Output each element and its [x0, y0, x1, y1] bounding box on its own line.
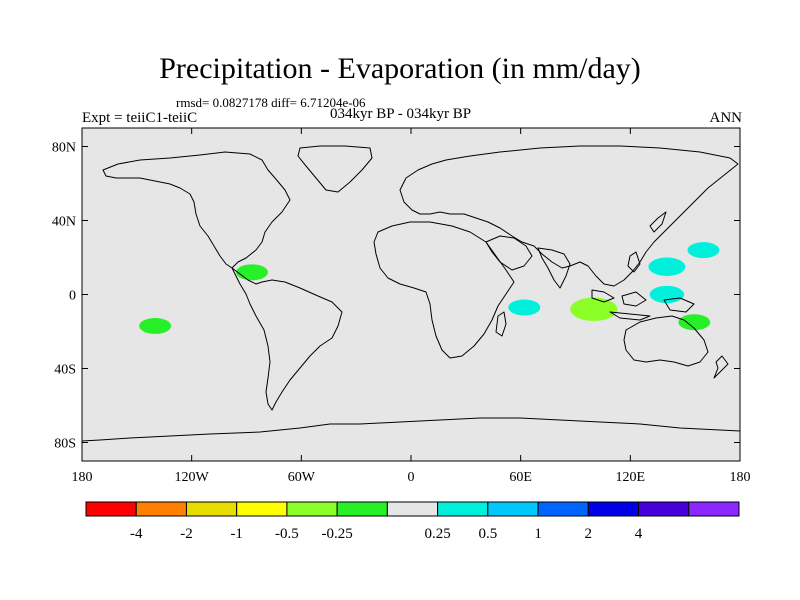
colorbar-swatch	[537, 501, 589, 517]
colorbar-label: -0.25	[322, 526, 353, 542]
colorbar-label: 0.25	[424, 526, 450, 542]
coast-antarctica	[81, 417, 741, 442]
colorbar-label: -1	[230, 526, 243, 542]
colorbar-swatch	[638, 501, 690, 517]
lat-tick-label: 40S	[54, 363, 76, 378]
coast-eurasia	[399, 145, 739, 287]
coast-india	[537, 247, 571, 289]
coast-japan	[649, 211, 667, 233]
colorbar-label: -4	[130, 526, 143, 542]
experiment-label: Expt = teiiC1-teiiC	[82, 110, 198, 126]
coast-australia	[623, 315, 709, 367]
colorbar-swatch	[85, 501, 137, 517]
lat-tick-label: 0	[69, 289, 76, 304]
colorbar-swatch	[587, 501, 640, 517]
coast-greenland	[297, 145, 373, 193]
lat-tick-label: 80N	[52, 141, 76, 156]
map-background	[82, 128, 740, 461]
anomaly-western-indian-ocean	[508, 299, 541, 316]
colorbar-label: -0.5	[275, 526, 299, 542]
anomaly-central-pacific	[139, 317, 172, 334]
lon-tick-label: 180	[730, 470, 751, 485]
lon-tick-label: 0	[408, 470, 415, 485]
colorbar-swatch	[185, 501, 238, 517]
coast-new-guinea	[663, 297, 695, 313]
period-label: 034kyr BP - 034kyr BP	[330, 106, 472, 122]
lon-tick-label: 60E	[509, 470, 532, 485]
anomaly-philippine-sea	[648, 257, 686, 276]
map-title: Precipitation - Evaporation (in mm/day)	[159, 52, 641, 85]
anomaly-central-america	[236, 264, 268, 281]
coast-south-america	[231, 267, 343, 411]
colorbar-swatch	[236, 501, 288, 517]
coast-africa	[373, 221, 515, 359]
colorbar-label: 0.5	[478, 526, 497, 542]
colorbar-swatch	[437, 501, 489, 517]
coast-indonesia	[591, 289, 651, 321]
colorbar-swatch	[336, 501, 388, 517]
colorbar-label: 2	[585, 526, 593, 542]
lon-tick-label: 180	[72, 470, 93, 485]
colorbar-label: 4	[635, 526, 643, 542]
colorbar-swatch	[286, 501, 338, 517]
coast-arabia	[485, 235, 533, 271]
season-label: ANN	[709, 110, 743, 126]
colorbar-swatch	[135, 501, 187, 517]
colorbar-swatch	[688, 501, 740, 517]
colorbar-swatch	[386, 501, 439, 517]
anomaly-layer	[139, 242, 720, 334]
lat-tick-label: 80S	[54, 437, 76, 452]
lon-tick-label: 120E	[616, 470, 646, 485]
lon-tick-label: 120W	[175, 470, 210, 485]
anomaly-new-guinea	[649, 285, 685, 304]
colorbar: -4 -2 -1 -0.5 -0.25 0.25 0.5 1 2 4	[85, 501, 740, 542]
map-axes: 80N 40N 0 40S 80S 180 120W 60W 0 60E 120E 180	[52, 128, 751, 485]
stats-text: rmsd= 0.0827178 diff= 6.71204e-06	[176, 95, 366, 110]
coast-philippines	[627, 251, 641, 273]
anomaly-northwest-pacific	[687, 242, 720, 259]
coast-north-america	[102, 151, 291, 269]
lat-tick-label: 40N	[52, 215, 76, 230]
anomaly-southwest-pacific	[678, 314, 711, 331]
anomaly-eastern-indian-ocean	[570, 297, 618, 322]
colorbar-label: 1	[534, 526, 542, 542]
coast-new-zealand	[713, 355, 729, 379]
colorbar-swatch	[487, 501, 539, 517]
lon-tick-label: 60W	[288, 470, 316, 485]
coastlines	[81, 145, 741, 442]
coast-madagascar	[495, 311, 507, 337]
colorbar-label: -2	[180, 526, 193, 542]
